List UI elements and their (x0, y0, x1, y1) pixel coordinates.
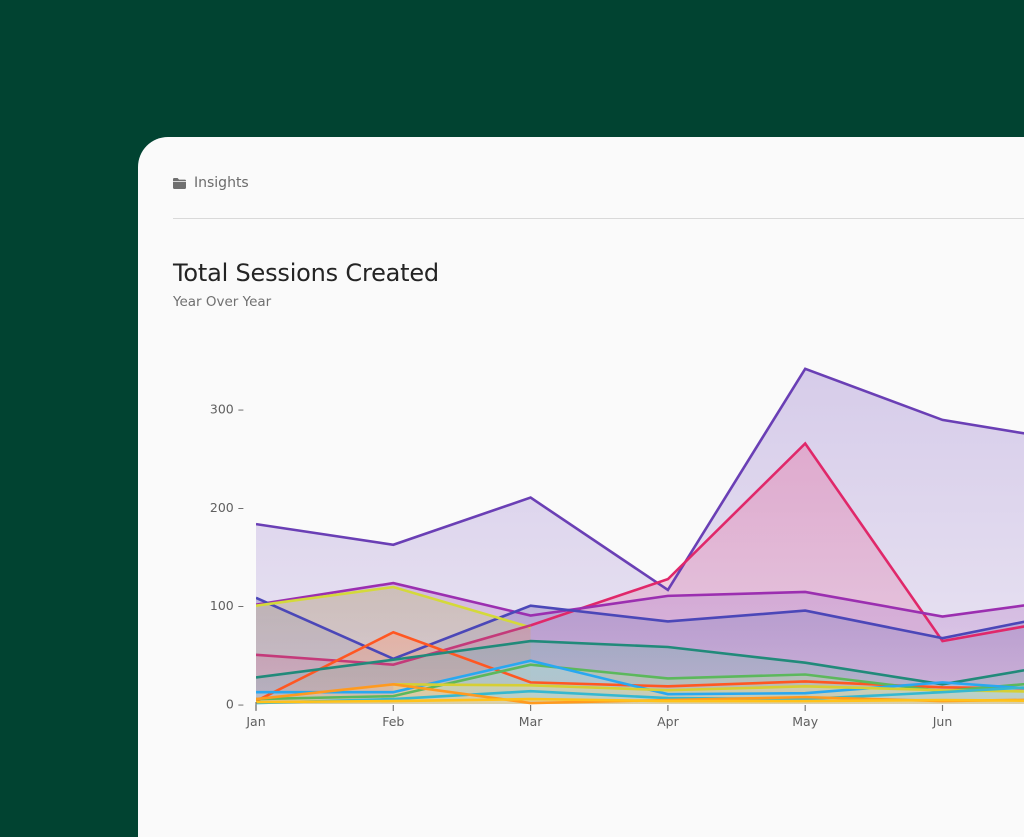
breadcrumb-label: Insights (194, 175, 249, 191)
series-line-1[interactable] (256, 367, 1024, 592)
chart-axes: 0 – 100 – 200 – 300 – Jan Feb Mar Apr May Jun (210, 402, 952, 729)
chart-areas (256, 368, 1024, 704)
series-line-3[interactable] (256, 581, 1024, 618)
area-chart: 0 – 100 – 200 – 300 – Jan Feb Mar Apr May Jun (210, 367, 1024, 729)
series-line-12[interactable] (256, 684, 1024, 705)
chart-lines (256, 367, 1024, 705)
chart-title: Total Sessions Created (173, 259, 439, 287)
series-line-14[interactable] (256, 697, 1024, 704)
x-tick-label-jan: Jan (245, 714, 265, 729)
y-tick-label: 200 – (210, 500, 244, 515)
x-tick-label-feb: Feb (382, 714, 404, 729)
series-line-8[interactable] (256, 639, 1024, 686)
series-line-7[interactable] (256, 630, 1024, 703)
series-line-5[interactable] (256, 585, 531, 629)
series-line-2[interactable] (530, 441, 1024, 643)
breadcrumb[interactable]: Insights (173, 175, 249, 191)
folder-icon (173, 177, 186, 189)
y-tick-label: 300 – (210, 402, 244, 417)
x-tick-label-may: May (792, 714, 818, 729)
y-tick-label: 0 – (226, 697, 244, 712)
header-divider (173, 218, 1024, 219)
x-tick-label-mar: Mar (519, 714, 543, 729)
y-tick-label: 100 – (210, 598, 244, 613)
chart-subtitle: Year Over Year (173, 294, 272, 310)
series-line-6[interactable] (256, 624, 531, 666)
series-line-10[interactable] (256, 659, 1024, 696)
x-tick-label-jun: Jun (932, 714, 953, 729)
x-tick-label-apr: Apr (657, 714, 679, 729)
